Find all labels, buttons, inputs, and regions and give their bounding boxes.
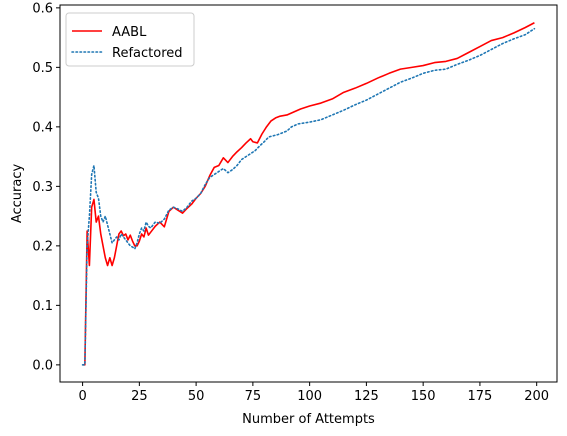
y-tick-label: 0.3 bbox=[32, 180, 53, 195]
legend: AABL Refactored bbox=[65, 12, 195, 67]
legend-label-aabl: AABL bbox=[112, 25, 147, 40]
x-tick-label: 175 bbox=[468, 389, 493, 404]
x-tick-label: 0 bbox=[78, 389, 86, 404]
y-tick-label: 0.2 bbox=[32, 239, 53, 254]
x-tick-label: 100 bbox=[297, 389, 322, 404]
plot-frame bbox=[59, 4, 558, 383]
x-tick-label: 150 bbox=[411, 389, 436, 404]
legend-box bbox=[65, 12, 195, 67]
plot-lines bbox=[81, 22, 536, 366]
y-tick-label: 0.1 bbox=[32, 299, 53, 314]
x-tick-label: 125 bbox=[354, 389, 379, 404]
x-tick-label: 25 bbox=[131, 389, 148, 404]
series-line-refactored bbox=[81, 27, 536, 366]
x-axis-label: Number of Attempts bbox=[242, 412, 375, 427]
x-tick-label: 75 bbox=[245, 389, 262, 404]
x-tick-label: 200 bbox=[524, 389, 549, 404]
x-tick-label: 50 bbox=[188, 389, 205, 404]
y-tick-label: 0.5 bbox=[32, 61, 53, 76]
y-tick-label: 0.4 bbox=[32, 120, 53, 135]
x-axis-ticks: 0 25 50 75 100 125 150 175 200 bbox=[78, 382, 549, 404]
y-axis-label: Accuracy bbox=[10, 164, 25, 224]
y-tick-label: 0.6 bbox=[32, 1, 53, 16]
y-tick-label: 0.0 bbox=[32, 358, 53, 373]
legend-label-refactored: Refactored bbox=[112, 46, 183, 61]
y-axis-ticks: 0.0 0.1 0.2 0.3 0.4 0.5 0.6 bbox=[32, 1, 60, 373]
